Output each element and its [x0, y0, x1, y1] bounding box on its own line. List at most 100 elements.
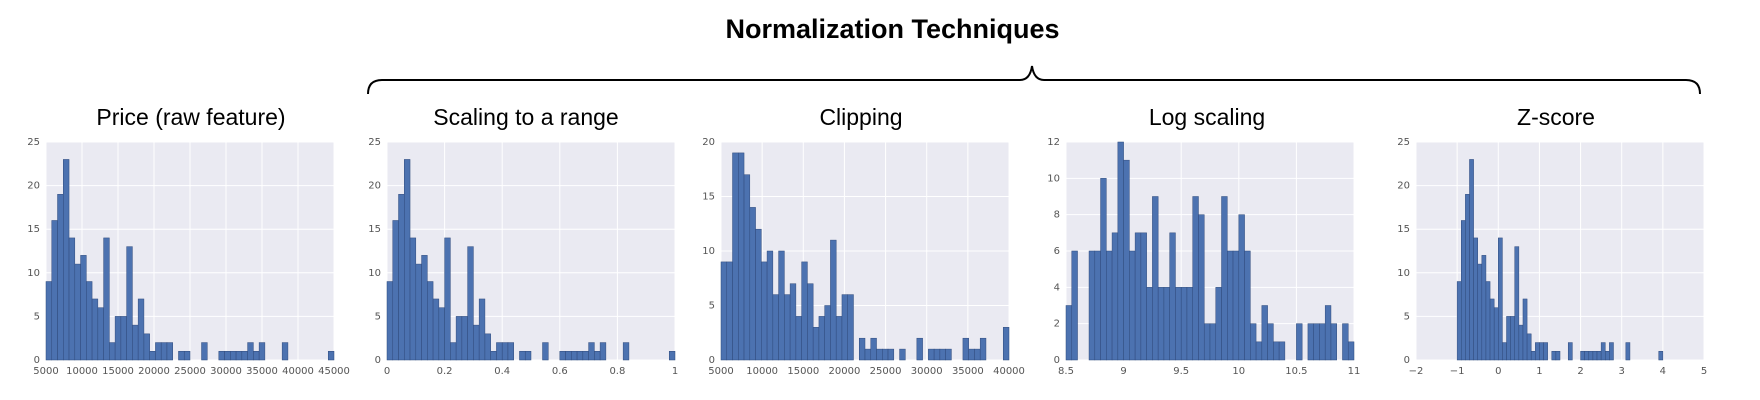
brace-path — [367, 65, 1701, 95]
x-tick-label: 9 — [1120, 366, 1126, 377]
x-tick-label: 35000 — [952, 366, 984, 377]
x-tick-label: 25000 — [174, 366, 206, 377]
histogram-bar — [114, 316, 122, 361]
histogram-bar — [1596, 351, 1602, 361]
y-tick-label: 25 — [1397, 137, 1410, 148]
x-tick-label: −2 — [1409, 366, 1424, 377]
histogram-bar — [415, 263, 422, 361]
y-tick-label: 15 — [702, 192, 715, 203]
histogram-bar — [668, 351, 676, 361]
histogram-bar — [519, 351, 526, 361]
histogram-bar — [801, 261, 808, 361]
histogram-bar — [824, 305, 831, 361]
y-tick-label: 20 — [702, 137, 715, 148]
histogram-bar — [450, 342, 457, 361]
histogram-bar — [386, 281, 394, 361]
y-tick-label: 20 — [368, 181, 381, 192]
histogram-bar — [1477, 263, 1483, 361]
histogram-bar — [132, 324, 139, 361]
histogram-bar — [137, 298, 145, 361]
histogram-bar — [1100, 178, 1107, 361]
histogram-bar — [1461, 220, 1466, 361]
histogram-bar — [1157, 287, 1165, 361]
histogram-bar — [974, 348, 981, 361]
histogram-bar — [1456, 281, 1462, 361]
histogram-bar — [841, 294, 848, 361]
x-tick-label: 5000 — [708, 366, 733, 377]
histogram-bar — [478, 298, 486, 361]
histogram-bar — [732, 152, 739, 361]
histogram-bar — [1203, 323, 1211, 361]
histogram-bar — [178, 351, 185, 361]
histogram-bar — [807, 283, 814, 361]
histogram-bar — [1506, 316, 1511, 361]
x-tick-label: 3 — [1619, 366, 1625, 377]
histogram-bar — [421, 255, 428, 361]
x-tick-label: 15000 — [787, 366, 819, 377]
histogram-bar — [1469, 159, 1474, 361]
histogram-bar — [1221, 196, 1228, 361]
histogram-bar — [1605, 351, 1610, 361]
x-tick-label: 0.2 — [437, 366, 453, 377]
histogram-bar — [933, 348, 941, 361]
histogram-bar — [858, 337, 866, 361]
histogram-bar — [484, 333, 491, 361]
histogram-bar — [1186, 287, 1193, 361]
y-tick-label: 5 — [709, 301, 715, 312]
histogram-bar — [507, 342, 514, 361]
x-tick-label: 0.6 — [552, 366, 568, 377]
x-tick-label: 5 — [1701, 366, 1707, 377]
histogram-bar — [1489, 298, 1495, 361]
histogram-bar — [438, 307, 445, 361]
histogram-bar — [1514, 246, 1520, 361]
histogram-bar — [63, 159, 70, 361]
subplot-title-scaling: Scaling to a range — [433, 104, 619, 130]
histogram-bar — [57, 194, 64, 361]
histogram-bar — [160, 342, 168, 361]
histogram-bar — [1658, 351, 1664, 361]
histogram-bar — [565, 351, 572, 361]
y-tick-label: 2 — [1054, 319, 1060, 330]
histogram-bar — [409, 237, 417, 361]
histogram-bar — [1543, 342, 1548, 361]
histogram-bar — [1485, 281, 1491, 361]
histogram-bar — [1261, 305, 1268, 361]
histogram-bar — [542, 342, 549, 361]
histogram-bar — [599, 342, 607, 361]
histogram-bar — [51, 220, 58, 361]
histogram-bar — [1584, 351, 1590, 361]
x-tick-label: 0 — [1495, 366, 1501, 377]
histogram-bar — [743, 174, 751, 361]
x-tick-label: 15000 — [102, 366, 134, 377]
histogram-bar — [876, 348, 883, 361]
y-tick-label: 8 — [1054, 210, 1060, 221]
histogram-bar — [109, 342, 116, 361]
histogram-bar — [1342, 323, 1349, 361]
histogram-bar — [1209, 323, 1217, 361]
histogram-bar — [928, 348, 935, 361]
histogram-bar — [155, 342, 162, 361]
x-tick-label: 10000 — [746, 366, 778, 377]
histogram-bar — [1324, 305, 1332, 361]
subplot-title-price: Price (raw feature) — [96, 104, 286, 130]
histogram-bar — [1555, 351, 1561, 361]
x-tick-label: −1 — [1450, 366, 1465, 377]
histogram-bar — [622, 342, 630, 361]
histogram-bar — [1255, 341, 1263, 361]
histogram-bar — [1123, 159, 1130, 361]
histogram-bar — [1330, 323, 1337, 361]
histogram-bar — [1510, 316, 1515, 361]
histogram-bar — [1180, 287, 1188, 361]
histogram-bar — [97, 307, 104, 361]
histogram-bar — [1094, 250, 1101, 361]
y-tick-label: 0 — [375, 355, 381, 366]
histogram-bar — [103, 237, 110, 361]
y-tick-label: 20 — [1397, 181, 1410, 192]
histogram-bar — [1215, 287, 1222, 361]
x-tick-label: 20000 — [829, 366, 861, 377]
x-tick-label: 40000 — [282, 366, 314, 377]
y-tick-label: 10 — [27, 268, 40, 279]
histogram-bar — [224, 351, 231, 361]
y-tick-label: 5 — [1404, 311, 1410, 322]
